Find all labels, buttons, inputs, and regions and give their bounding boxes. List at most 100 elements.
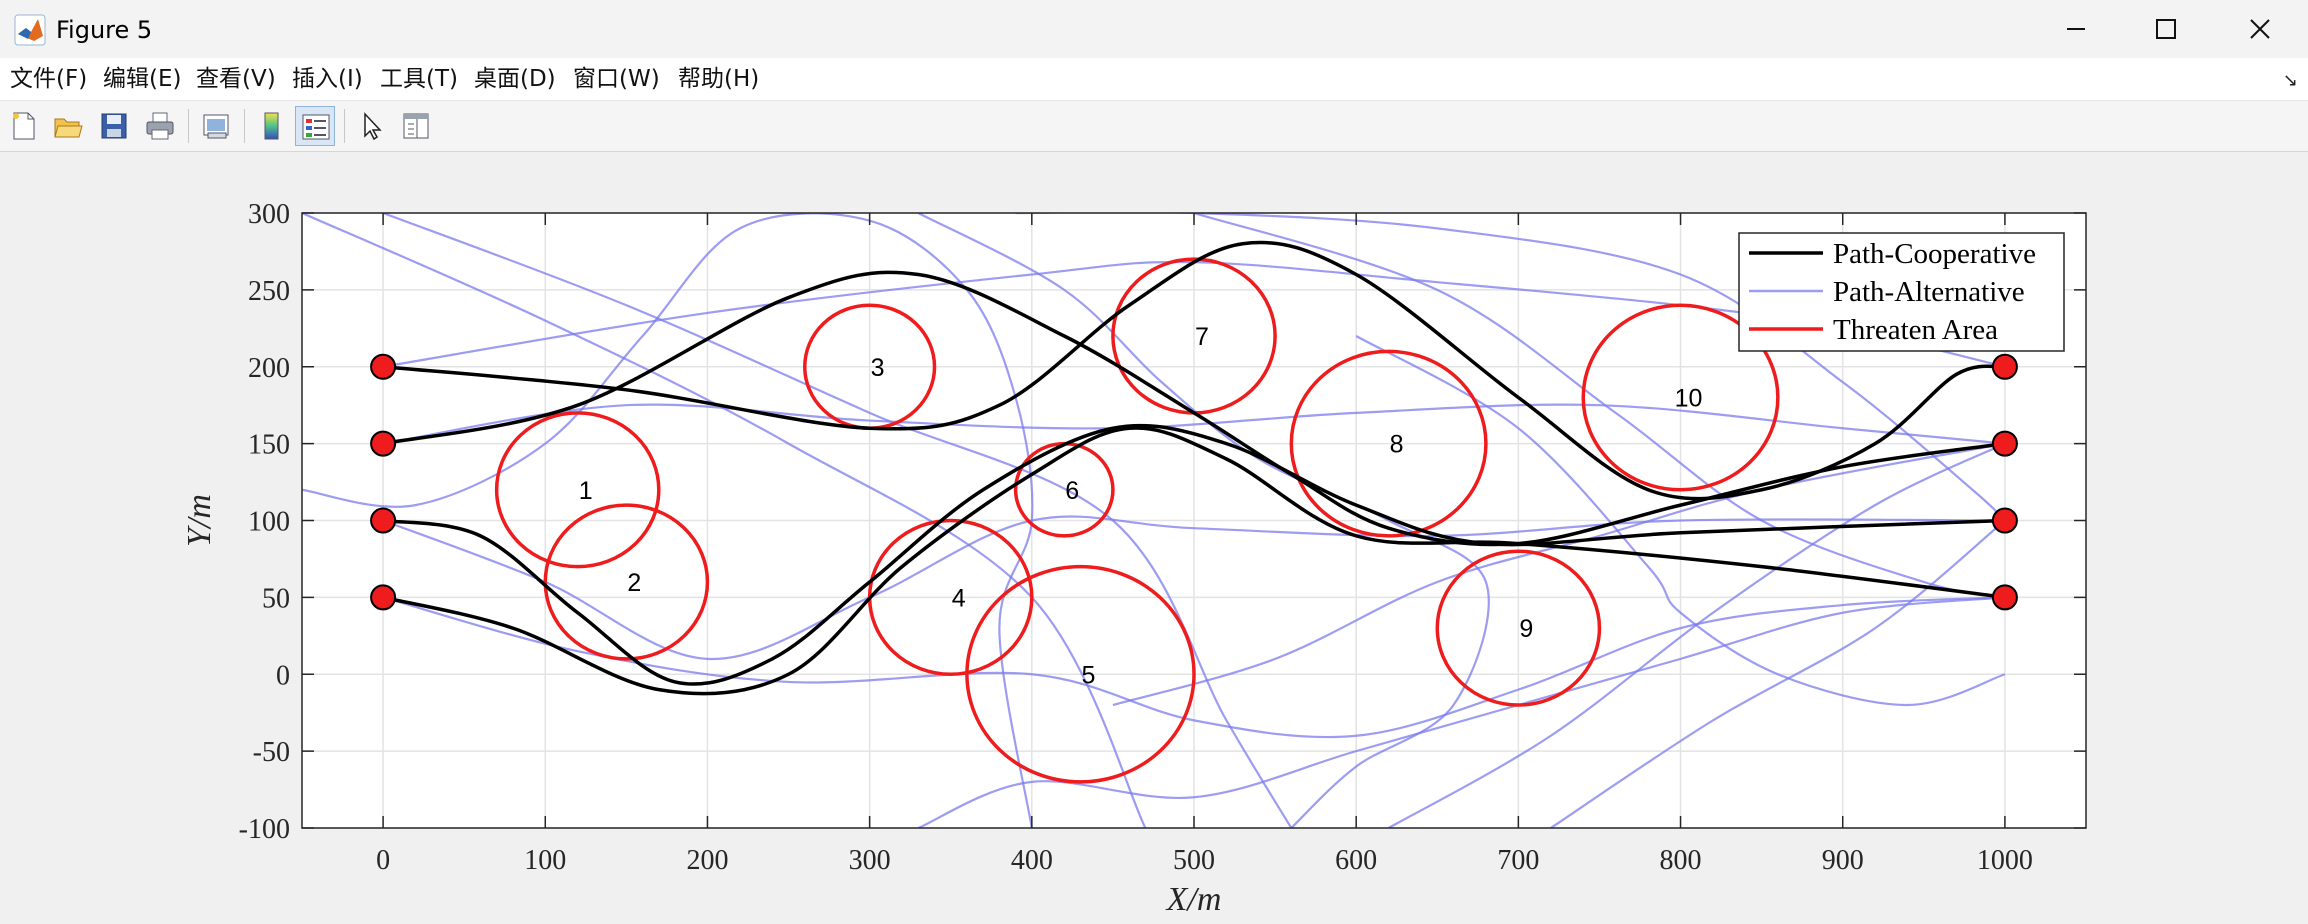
node-markers [370,353,2018,611]
alternative-path-line [1388,442,2006,828]
cooperative-path-line [382,240,2006,501]
new-figure-icon [13,112,35,140]
window-titlebar: Figure 5 [0,0,2308,59]
x-tick-label: 300 [849,845,891,876]
open-file-button[interactable] [48,106,88,146]
menu-edit[interactable]: 编辑(E) [103,66,182,92]
cooperative-path-line [382,270,2006,547]
x-tick-label: 700 [1497,845,1539,876]
x-axis-label: X/m [1165,881,1222,918]
threat-area-label: 3 [871,354,885,382]
waypoint-marker [370,507,397,534]
x-tick-label: 0 [376,845,390,876]
threat-area-labels: 1 2 3 4 5 6 7 8 9 10 [579,323,1703,689]
threat-area-circle [1581,303,1780,492]
menu-desktop[interactable]: 桌面(D) [474,66,556,92]
legend-entry: Threaten Area [1833,314,1998,346]
link-plot-icon [203,114,229,139]
alternative-path-line [382,515,2005,660]
figure-toolbar [0,101,2308,152]
new-figure-button[interactable] [4,106,44,146]
maximize-button[interactable] [2120,0,2212,58]
threat-area-label: 7 [1195,323,1209,351]
waypoint-marker [370,430,397,457]
threat-area-label: 8 [1390,431,1404,459]
x-tick-label: 800 [1660,845,1702,876]
threat-area-circle [965,564,1196,784]
dock-arrow-icon[interactable]: ↘ [2282,70,2298,91]
edit-plot-button[interactable] [352,106,392,146]
link-plot-button[interactable] [196,106,236,146]
alternative-path-line [1355,335,2006,707]
matlab-logo-icon [14,14,46,46]
y-tick-label: 150 [248,430,290,461]
cooperative-path-line [382,423,2005,686]
y-tick-label: 200 [248,353,290,384]
threat-area-circle [494,411,661,569]
toolbar-separator [344,109,345,143]
alternative-path-line [1550,519,2006,828]
menu-view[interactable]: 查看(V) [196,66,276,92]
waypoint-marker [370,584,397,611]
minimize-icon [2067,28,2085,30]
threat-area-circle [1435,549,1602,707]
close-button[interactable] [2214,0,2306,58]
maximize-icon [2156,19,2176,39]
x-tick-label: 400 [1011,845,1053,876]
cooperative-path-line [382,426,2006,696]
insert-legend-icon [302,114,330,140]
waypoint-marker [1991,584,2018,611]
menu-bar: 文件(F) 编辑(E) 查看(V) 插入(I) 工具(T) 桌面(D) 窗口(W… [0,58,2308,101]
property-inspector-icon [403,113,429,139]
alternative-path-line [1193,213,2006,599]
menu-file[interactable]: 文件(F) [10,66,88,92]
threat-area-circle [1289,349,1488,538]
axis-ticks: 0 100 200 300 400 500 600 700 800 900 100030025020… [239,199,2086,876]
y-axis-label: Y/m [181,494,218,547]
print-icon [146,112,174,140]
threat-area-label: 2 [627,569,641,597]
waypoint-marker [370,353,397,380]
insert-colorbar-icon [264,112,279,140]
waypoint-marker [1991,507,2018,534]
print-button[interactable] [140,106,180,146]
threat-area-label: 5 [1082,661,1096,689]
y-tick-label: 300 [248,199,290,230]
threat-area-label: 9 [1519,615,1533,643]
menu-insert[interactable]: 插入(I) [292,66,363,92]
threat-area-circle [543,503,710,661]
y-tick-label: 250 [248,276,290,307]
x-tick-label: 600 [1335,845,1377,876]
minimize-button[interactable] [2030,0,2122,58]
alternative-path-line [1112,442,2006,707]
save-icon [101,113,127,139]
insert-colorbar-button[interactable] [252,106,292,146]
alternative-path-line [382,596,2005,739]
plot-layer: 1 2 3 4 5 6 7 8 9 10 [302,213,2006,828]
menu-help[interactable]: 帮助(H) [678,66,760,92]
open-file-icon [54,118,83,138]
close-icon [2250,19,2270,39]
threat-area-label: 6 [1065,477,1079,505]
x-tick-label: 1000 [1977,845,2033,876]
waypoint-marker [1991,353,2018,380]
y-tick-label: -50 [253,737,290,768]
legend: Path-Cooperative Path-Alternative Threaten… [1738,232,2065,352]
menu-window[interactable]: 窗口(W) [573,66,660,92]
menu-tools[interactable]: 工具(T) [380,66,458,92]
threat-area-label: 1 [579,477,593,505]
insert-legend-button[interactable] [295,106,335,146]
property-inspector-button[interactable] [396,106,436,146]
cooperative-paths [382,240,2006,696]
x-tick-label: 200 [686,845,728,876]
y-tick-label: -100 [239,814,290,845]
threat-area-label: 10 [1675,385,1703,413]
window-title: Figure 5 [56,16,153,44]
toolbar-separator [244,109,245,143]
x-tick-label: 500 [1173,845,1215,876]
x-tick-label: 100 [524,845,566,876]
edit-plot-arrow-icon [364,112,382,141]
legend-entry: Path-Cooperative [1833,238,2036,270]
save-button[interactable] [94,106,134,146]
